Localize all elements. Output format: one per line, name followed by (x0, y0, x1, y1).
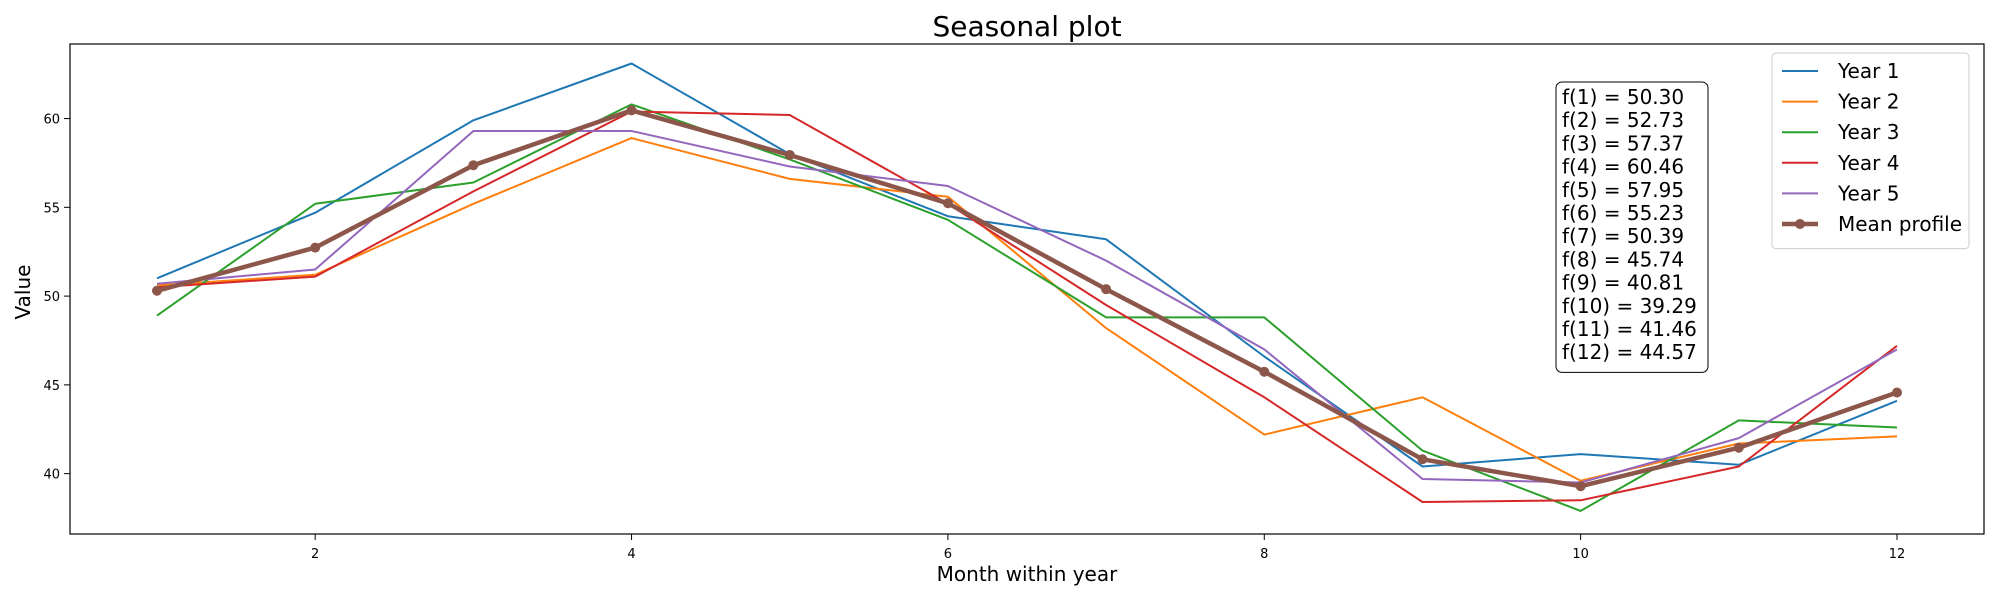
x-tick-label: 8 (1260, 547, 1268, 562)
mean-profile-point (468, 160, 479, 171)
legend-marker-mean-profile (1795, 219, 1805, 229)
mean-profile-point (1259, 366, 1270, 377)
mean-profile-point (626, 105, 637, 116)
legend-label-year-5: Year 5 (1837, 181, 1899, 205)
x-tick-label: 10 (1572, 547, 1589, 562)
annotation-line: f(2) = 52.73 (1562, 108, 1684, 132)
series-line-year-4 (156, 110, 1898, 503)
legend-label-year-3: Year 3 (1837, 120, 1899, 144)
mean-profile-point (152, 285, 162, 296)
legend-label-year-1: Year 1 (1837, 59, 1899, 83)
annotation-line: f(7) = 50.39 (1562, 224, 1684, 248)
x-axis-label: Month within year (937, 562, 1118, 586)
mean-profile-point (310, 242, 321, 253)
legend-label-year-2: Year 2 (1837, 90, 1899, 114)
x-tick-label: 6 (944, 547, 952, 562)
series-line-year-3 (156, 103, 1898, 512)
series-line-year-1 (156, 62, 1898, 468)
annotation-line: f(12) = 44.57 (1562, 340, 1697, 364)
y-tick-label: 45 (43, 379, 60, 394)
plot-frame (69, 43, 1985, 535)
annotation-line: f(11) = 41.46 (1562, 317, 1697, 341)
annotation-line: f(6) = 55.23 (1562, 201, 1684, 225)
chart-title: Seasonal plot (932, 10, 1121, 43)
mean-profile-point (1733, 442, 1744, 453)
annotation-line: f(10) = 39.29 (1562, 294, 1697, 318)
annotation-line: f(1) = 50.30 (1562, 85, 1684, 109)
annotation-box (1555, 81, 1709, 373)
annotation-line: f(3) = 57.37 (1562, 131, 1684, 155)
mean-profile-point (1417, 454, 1428, 465)
y-tick-label: 60 (43, 113, 60, 128)
series-line-year-5 (156, 130, 1898, 484)
annotation-line: f(5) = 57.95 (1562, 178, 1684, 202)
y-tick-label: 40 (43, 468, 60, 483)
mean-profile-point (942, 198, 953, 209)
mean-profile-point (784, 149, 795, 160)
x-tick-label: 12 (1889, 547, 1906, 562)
mean-profile-point (1892, 387, 1902, 398)
series-line-mean-profile (156, 108, 1898, 489)
legend-box (1771, 52, 1970, 250)
y-axis-label: Value (11, 265, 35, 320)
y-tick-label: 55 (43, 201, 60, 216)
plot-area: 2 4 6 8 10 12 40 45 50 55 60 f(1) = 50.30f(2) = 52.… (43, 43, 1985, 562)
annotation-line: f(4) = 60.46 (1562, 155, 1684, 179)
annotation-line: f(8) = 45.74 (1562, 247, 1684, 271)
y-tick-label: 50 (43, 290, 60, 305)
legend-label-mean-profile: Mean profile (1838, 212, 1962, 236)
mean-profile-point (1575, 481, 1586, 492)
mean-profile-point (1101, 284, 1112, 295)
legend-label-year-4: Year 4 (1837, 151, 1899, 175)
x-tick-label: 4 (627, 547, 635, 562)
x-tick-label: 2 (311, 547, 319, 562)
annotation-line: f(9) = 40.81 (1562, 271, 1684, 295)
